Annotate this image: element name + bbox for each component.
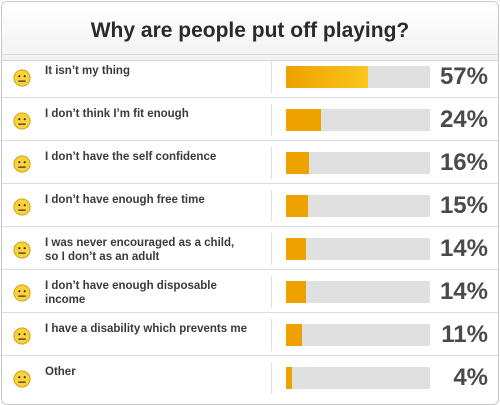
bar-row: I don’t have enough free time 15% bbox=[2, 183, 498, 227]
column-separator bbox=[271, 233, 272, 265]
bar bbox=[286, 109, 321, 131]
neutral-face-icon bbox=[13, 370, 31, 388]
column-separator bbox=[271, 104, 272, 136]
column-separator bbox=[271, 276, 272, 308]
value-label: 24% bbox=[439, 106, 488, 133]
category-label: Other bbox=[45, 366, 76, 378]
column-separator bbox=[271, 319, 272, 351]
value-label: 15% bbox=[439, 192, 488, 219]
bar-row: I don’t have the self confidence 16% bbox=[2, 140, 498, 184]
bar bbox=[286, 195, 308, 217]
category-label: I don’t have enough disposable income bbox=[45, 280, 217, 306]
bar bbox=[286, 281, 306, 303]
category-label: I was never encouraged as a child, so I d… bbox=[45, 237, 235, 263]
bar-track bbox=[286, 281, 430, 303]
bar-track bbox=[286, 238, 430, 260]
category-label: I don’t have enough free time bbox=[45, 194, 205, 206]
bar-row: I don’t have enough disposable income 14% bbox=[2, 269, 498, 313]
bar bbox=[286, 324, 302, 346]
category-label: I have a disability which prevents me bbox=[45, 323, 247, 335]
category-label: I don’t think I’m fit enough bbox=[45, 108, 189, 120]
neutral-face-icon bbox=[13, 327, 31, 345]
value-label: 14% bbox=[439, 235, 488, 262]
neutral-face-icon bbox=[13, 69, 31, 87]
bar-track bbox=[286, 109, 430, 131]
bar-track bbox=[286, 324, 430, 346]
bar-row: It isn’t my thing 57% bbox=[2, 54, 498, 98]
bar-track bbox=[286, 152, 430, 174]
neutral-face-icon bbox=[13, 284, 31, 302]
bar-row: I don’t think I’m fit enough 24% bbox=[2, 97, 498, 141]
category-label: It isn’t my thing bbox=[45, 65, 130, 77]
bar-track bbox=[286, 66, 430, 88]
bar bbox=[286, 238, 306, 260]
bar-track bbox=[286, 367, 430, 389]
column-separator bbox=[271, 147, 272, 179]
neutral-face-icon bbox=[13, 198, 31, 216]
column-separator bbox=[271, 362, 272, 394]
bar bbox=[286, 66, 368, 88]
bar-track bbox=[286, 195, 430, 217]
bar-row: I have a disability which prevents me 11% bbox=[2, 312, 498, 356]
bar-row: Other 4% bbox=[2, 355, 498, 399]
neutral-face-icon bbox=[13, 155, 31, 173]
bar bbox=[286, 152, 309, 174]
column-separator bbox=[271, 61, 272, 93]
category-label: I don’t have the self confidence bbox=[45, 151, 217, 163]
neutral-face-icon bbox=[13, 241, 31, 259]
value-label: 57% bbox=[439, 63, 488, 90]
bar bbox=[286, 367, 292, 389]
value-label: 11% bbox=[441, 321, 488, 348]
value-label: 16% bbox=[439, 149, 488, 176]
chart-title: Why are people put off playing? bbox=[2, 2, 498, 61]
value-label: 4% bbox=[453, 364, 488, 391]
bar-row: I was never encouraged as a child, so I d… bbox=[2, 226, 498, 270]
value-label: 14% bbox=[439, 278, 488, 305]
column-separator bbox=[271, 190, 272, 222]
neutral-face-icon bbox=[13, 112, 31, 130]
